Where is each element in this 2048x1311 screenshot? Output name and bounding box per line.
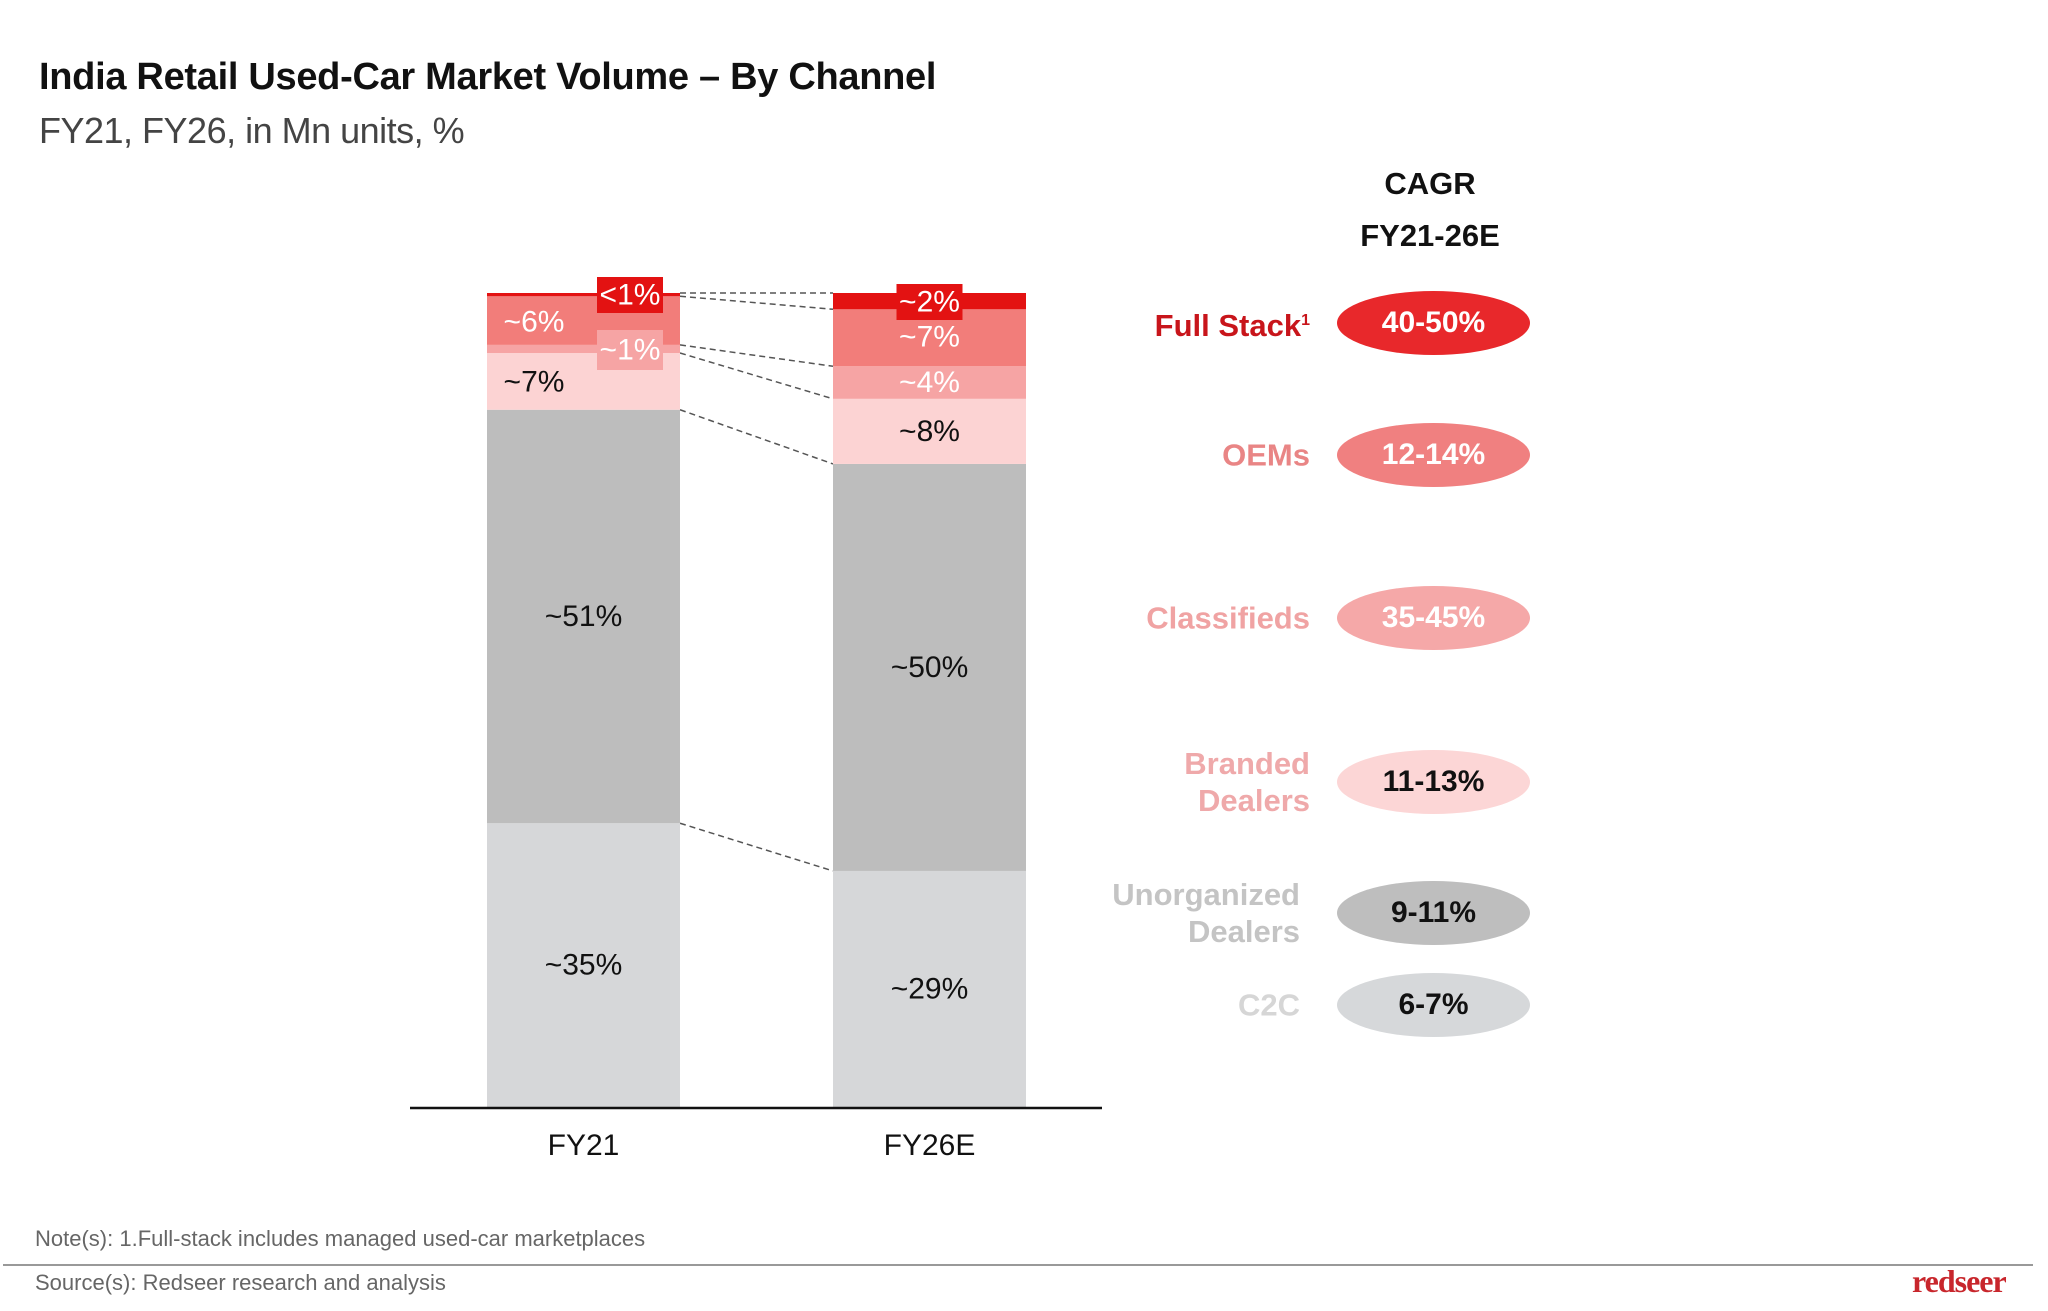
segment-label: ~50% — [891, 651, 969, 684]
bar-segment-classifieds-fy26e — [833, 366, 1026, 399]
segment-label-box — [896, 284, 963, 320]
cagr-value-pill: 6-7% — [1337, 973, 1530, 1037]
bars — [487, 293, 1026, 1107]
connector-line — [679, 344, 834, 368]
segment-label: ~7% — [504, 366, 565, 399]
cagr-value-pill: 12-14% — [1337, 423, 1530, 487]
bar-segment-classifieds-fy21 — [487, 344, 680, 353]
channel-name-line1: Unorganized — [1112, 877, 1300, 912]
channel-name-text: C2C — [1237, 987, 1300, 1023]
chart-subtitle: FY21, FY26, in Mn units, % — [39, 110, 465, 151]
x-tick-label: FY26E — [884, 1129, 976, 1162]
segment-label: ~35% — [545, 949, 623, 982]
bar-segment-branded-dealers-fy26e — [833, 398, 1026, 464]
footer-divider — [3, 1264, 2033, 1266]
channel-name-text: Classifieds — [1146, 600, 1310, 636]
connector-line — [679, 352, 834, 400]
channel-name: C2C — [1238, 987, 1300, 1024]
connector-line — [679, 409, 834, 465]
channel-name: Branded Dealers — [1184, 745, 1310, 819]
footnote: Note(s): 1.Full-stack includes managed u… — [35, 1226, 646, 1251]
cagr-value-pill: 11-13% — [1337, 750, 1530, 814]
cagr-heading-line2: FY21-26E — [1360, 218, 1500, 253]
connector-lines — [679, 292, 834, 872]
cagr-row: Unorganized Dealers 9-11% — [1060, 876, 1530, 950]
footnote-marker: 1 — [1301, 311, 1310, 329]
segment-label-box — [597, 330, 663, 370]
channel-name: Classifieds — [1146, 600, 1310, 637]
cagr-heading-line1: CAGR — [1384, 166, 1476, 201]
cagr-heading: CAGR FY21-26E — [1330, 158, 1530, 262]
bar-segment-c2c-fy21 — [487, 823, 680, 1107]
segment-label: ~7% — [899, 321, 960, 354]
segment-label: ~8% — [899, 415, 960, 448]
channel-name: Unorganized Dealers — [1112, 876, 1300, 950]
source-note: Source(s): Redseer research and analysis — [35, 1270, 446, 1295]
segment-label: ~6% — [504, 306, 565, 339]
segment-label-box — [597, 277, 663, 313]
chart-title: India Retail Used-Car Market Volume – By… — [39, 56, 937, 98]
segment-label: <1% — [600, 279, 661, 312]
connector-line — [679, 822, 834, 872]
connector-line — [679, 295, 834, 311]
segment-label: ~4% — [899, 366, 960, 399]
channel-name: Full Stack1 — [1155, 302, 1310, 344]
cagr-value-pill: 35-45% — [1337, 586, 1530, 650]
channel-name-line1: Branded — [1184, 746, 1310, 781]
cagr-row: OEMs 12-14% — [1060, 420, 1530, 490]
x-tick-label: FY21 — [548, 1129, 620, 1162]
channel-name: OEMs — [1222, 437, 1310, 474]
channel-name-text: OEMs — [1222, 437, 1310, 473]
cagr-value-pill: 40-50% — [1337, 291, 1530, 355]
cagr-row: Full Stack1 40-50% — [1060, 288, 1530, 358]
segment-label: ~29% — [891, 972, 969, 1005]
bar-segment-full-stack-fy21 — [487, 293, 680, 297]
channel-name-line2: Dealers — [1187, 914, 1300, 949]
bar-segment-unorganized-dealers-fy21 — [487, 409, 680, 824]
segment-labels: ~35% ~29% ~51% ~50% ~7% ~8% ~1% ~4% ~6% ~7% <1% ~2% — [504, 277, 969, 1005]
segment-label: ~51% — [545, 600, 623, 633]
bar-segment-c2c-fy26e — [833, 870, 1026, 1107]
cagr-value-pill: 9-11% — [1337, 881, 1530, 945]
channel-name-text: Full Stack — [1154, 308, 1302, 344]
segment-label: ~2% — [899, 286, 960, 319]
segment-label: ~1% — [600, 334, 661, 367]
cagr-row: Classifieds 35-45% — [1060, 583, 1530, 653]
cagr-row: Branded Dealers 11-13% — [1060, 745, 1530, 819]
redseer-logo: redseer — [1912, 1263, 2007, 1299]
channel-name-line2: Dealers — [1197, 783, 1310, 818]
bar-segment-unorganized-dealers-fy26e — [833, 463, 1026, 871]
category-labels: FY21 FY26E — [548, 1129, 976, 1162]
cagr-row: C2C 6-7% — [1060, 970, 1530, 1040]
